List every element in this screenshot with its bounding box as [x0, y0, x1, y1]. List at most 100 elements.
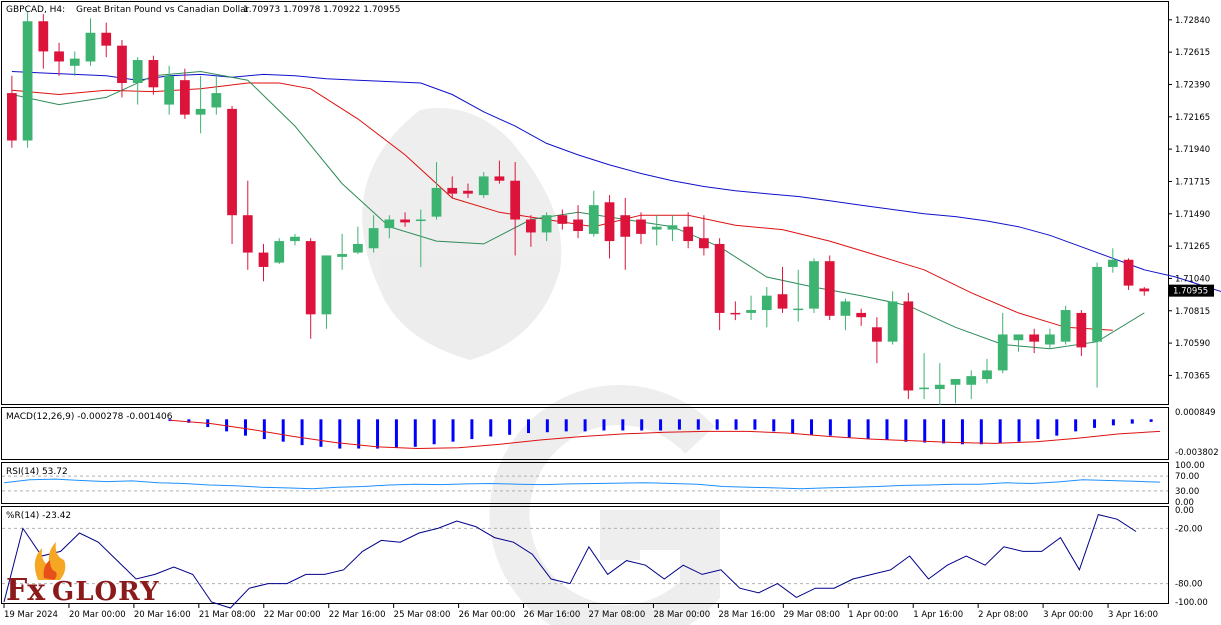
macd-bar [262, 419, 266, 440]
price-tick-label: 1.72390 [1175, 80, 1210, 90]
candle-body [368, 228, 379, 249]
candle-body [714, 243, 725, 313]
wpr-title: %R(14) -23.42 [6, 511, 71, 521]
rsi-tick-label: 0.00 [1175, 498, 1194, 508]
macd-bar [508, 419, 512, 435]
logo-fx-text: Fx [6, 573, 46, 608]
macd-bar [828, 419, 832, 436]
macd-bar [357, 419, 361, 449]
macd-bar [281, 419, 285, 442]
candle-body [777, 294, 788, 309]
time-tick-label: 28 Mar 16:00 [718, 610, 775, 620]
logo-glory-text: GLORY [52, 577, 160, 607]
macd-bar [187, 419, 191, 423]
time-tick-label: 20 Mar 16:00 [134, 610, 191, 620]
current-price-label: 1.70955 [1173, 287, 1208, 297]
time-tick-label: 3 Apr 00:00 [1043, 610, 1093, 620]
rsi-tick-label: 70.00 [1175, 472, 1199, 482]
macd-bar [942, 419, 946, 444]
pane-frames [1, 1, 1169, 604]
macd-bar [413, 419, 417, 447]
time-tick-label: 2 Apr 08:00 [978, 610, 1028, 620]
candle-body [1045, 334, 1055, 345]
macd-bar [715, 419, 719, 430]
macd-bar [1074, 419, 1078, 432]
time-tick-label: 27 Mar 08:00 [588, 610, 645, 620]
macd-pane: 0.000849 -0.003802 [168, 408, 1219, 458]
candle-body [478, 176, 489, 196]
candle-body [447, 187, 458, 194]
macd-bar [1036, 419, 1040, 440]
time-tick-label: 28 Mar 00:00 [653, 610, 710, 620]
current-price-tag [1169, 284, 1214, 297]
candle-body [54, 51, 64, 62]
candle-body [510, 180, 521, 220]
macd-title: MACD(12,26,9) -0.000278 -0.001406 [6, 412, 173, 422]
candle-body [982, 370, 992, 380]
price-tick-label: 1.71265 [1175, 242, 1210, 252]
candle-body [872, 327, 882, 342]
candle-body [934, 384, 945, 390]
wpr-line [3, 514, 1137, 609]
candle-body [761, 295, 772, 311]
candle-body [1123, 259, 1134, 286]
macd-tick-label: 0.000849 [1175, 408, 1216, 418]
candle-body [526, 219, 536, 233]
macd-bar [659, 419, 663, 431]
price-axis: 1.72840 1.72615 1.72390 1.72165 1.71940 1.717… [1168, 16, 1214, 381]
watermark-logo [362, 108, 720, 625]
macd-bar [998, 419, 1002, 444]
time-tick-label: 3 Apr 16:00 [1108, 610, 1158, 620]
macd-bar [1055, 419, 1059, 436]
wpr-tick-label: 0.00 [1175, 506, 1194, 516]
candle-body [651, 226, 662, 230]
candlesticks [6, 11, 1150, 405]
candle-body [164, 75, 175, 105]
candle-body [132, 60, 143, 84]
price-tick-label: 1.72165 [1175, 113, 1210, 123]
time-tick-label: 20 Mar 00:00 [69, 610, 126, 620]
candle-body [400, 219, 410, 223]
time-tick-label: 21 Mar 08:00 [199, 610, 256, 620]
candle-body [305, 241, 316, 315]
candle-body [290, 236, 300, 242]
candle-body [824, 261, 835, 316]
candle-body [903, 301, 914, 391]
wpr-tick-label: -20.00 [1175, 524, 1202, 534]
wpr-tick-label: -100.00 [1175, 598, 1208, 608]
macd-bar [338, 419, 342, 449]
time-tick-label: 29 Mar 08:00 [783, 610, 840, 620]
candle-body [1092, 266, 1102, 342]
ohlc-values: 1.70973 1.70978 1.70922 1.70955 [243, 5, 400, 15]
candle-body [179, 80, 190, 115]
macd-bar [1093, 419, 1097, 428]
candle-body [557, 215, 568, 224]
candle-body [227, 108, 237, 216]
macd-bar [621, 419, 625, 431]
candle-body [809, 261, 819, 309]
candle-body [919, 387, 929, 390]
macd-bar [923, 419, 927, 443]
candle-body [1060, 310, 1071, 342]
macd-bar [847, 419, 851, 438]
macd-bar [451, 419, 455, 442]
candle-body [258, 252, 269, 267]
candle-body [274, 241, 285, 263]
macd-bar [376, 419, 380, 449]
macd-bar [866, 419, 870, 440]
price-tick-label: 1.71940 [1175, 145, 1210, 155]
price-tick-label: 1.71490 [1175, 210, 1210, 220]
candle-body [1139, 288, 1150, 292]
candle-body [415, 219, 426, 222]
macd-bar [526, 419, 530, 434]
macd-bar [979, 419, 983, 445]
macd-bar [168, 419, 172, 422]
candle-body [541, 215, 552, 233]
macd-bar [640, 419, 644, 431]
rsi-title: RSI(14) 53.72 [6, 467, 68, 477]
price-tick-label: 1.72615 [1175, 48, 1210, 58]
candle-body [22, 21, 33, 141]
candle-body [683, 226, 694, 242]
